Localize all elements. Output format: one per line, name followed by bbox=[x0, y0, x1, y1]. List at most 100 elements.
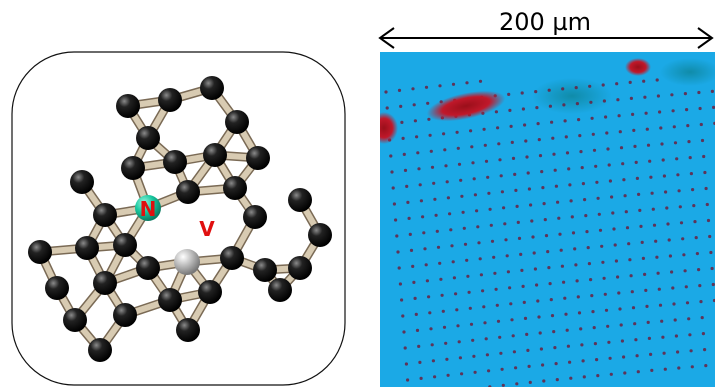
dot bbox=[692, 204, 695, 207]
dot bbox=[525, 333, 528, 336]
carbon-atom bbox=[136, 126, 160, 150]
dot bbox=[665, 206, 668, 209]
dot bbox=[590, 294, 593, 297]
dot bbox=[435, 214, 438, 217]
dot bbox=[489, 208, 492, 211]
dot bbox=[523, 301, 526, 304]
dot bbox=[587, 246, 590, 249]
dot bbox=[594, 165, 597, 168]
dot bbox=[616, 98, 619, 101]
dot bbox=[460, 372, 463, 375]
dot bbox=[426, 279, 429, 282]
dot bbox=[537, 122, 540, 125]
dot bbox=[502, 206, 505, 209]
dot bbox=[415, 135, 418, 138]
dot bbox=[456, 324, 459, 327]
dot bbox=[457, 147, 460, 150]
dot bbox=[459, 356, 462, 359]
dot bbox=[462, 211, 465, 214]
dot bbox=[582, 182, 585, 185]
dot bbox=[597, 197, 600, 200]
dot bbox=[552, 330, 555, 333]
dot bbox=[409, 233, 412, 236]
dot bbox=[603, 99, 606, 102]
dot bbox=[416, 151, 419, 154]
dot bbox=[554, 169, 557, 172]
figure: N V 200 µm bbox=[0, 0, 722, 387]
atom-label: N bbox=[140, 197, 157, 221]
carbon-atom bbox=[288, 256, 312, 280]
dot bbox=[536, 299, 539, 302]
dot bbox=[703, 171, 706, 174]
dot bbox=[421, 215, 424, 218]
dot bbox=[608, 163, 611, 166]
dot bbox=[578, 311, 581, 314]
dot bbox=[490, 224, 493, 227]
dot bbox=[565, 135, 568, 138]
dot bbox=[713, 122, 716, 125]
dot bbox=[411, 87, 414, 90]
dot bbox=[696, 252, 699, 255]
dot bbox=[615, 259, 618, 262]
dot bbox=[526, 349, 529, 352]
dot bbox=[507, 270, 510, 273]
page: N V 200 µm (() => { const data = JSON.pa… bbox=[0, 0, 722, 387]
dot bbox=[417, 167, 420, 170]
dot bbox=[399, 105, 402, 108]
dot bbox=[672, 302, 675, 305]
dot bbox=[458, 163, 461, 166]
dot bbox=[386, 106, 389, 109]
dot bbox=[539, 154, 542, 157]
dot bbox=[648, 160, 651, 163]
dot bbox=[439, 278, 442, 281]
dot bbox=[528, 187, 531, 190]
dot bbox=[479, 257, 482, 260]
dot bbox=[660, 142, 663, 145]
dot bbox=[502, 384, 505, 387]
dot bbox=[596, 374, 599, 377]
dot bbox=[572, 231, 575, 234]
dot bbox=[414, 297, 417, 300]
dot bbox=[611, 211, 614, 214]
dot bbox=[637, 193, 640, 196]
dot bbox=[394, 218, 397, 221]
carbon-atom bbox=[28, 240, 52, 264]
dot bbox=[534, 90, 537, 93]
dot bbox=[687, 317, 690, 320]
red-spot bbox=[370, 112, 398, 144]
dot bbox=[540, 170, 543, 173]
dot bbox=[496, 304, 499, 307]
dot bbox=[555, 362, 558, 365]
dot bbox=[575, 86, 578, 89]
dot bbox=[547, 266, 550, 269]
dot bbox=[442, 310, 445, 313]
dot bbox=[704, 364, 707, 367]
dot bbox=[671, 286, 674, 289]
dot bbox=[628, 258, 631, 261]
dot bbox=[472, 355, 475, 358]
dot bbox=[621, 162, 624, 165]
dot bbox=[492, 256, 495, 259]
dot bbox=[630, 97, 633, 100]
dot bbox=[459, 179, 462, 182]
dot bbox=[576, 102, 579, 105]
dot bbox=[423, 247, 426, 250]
carbon-atom bbox=[225, 110, 249, 134]
dot bbox=[527, 171, 530, 174]
dot bbox=[632, 129, 635, 132]
dot bbox=[610, 195, 613, 198]
dot bbox=[414, 119, 417, 122]
dot bbox=[411, 265, 414, 268]
dot bbox=[706, 203, 709, 206]
dot bbox=[593, 326, 596, 329]
dot bbox=[650, 369, 653, 372]
dot bbox=[511, 141, 514, 144]
dot bbox=[415, 313, 418, 316]
dot bbox=[463, 227, 466, 230]
dot bbox=[685, 285, 688, 288]
dot bbox=[404, 169, 407, 172]
dot bbox=[543, 202, 546, 205]
scale-bar: 200 µm bbox=[380, 8, 712, 48]
dot bbox=[689, 156, 692, 159]
carbon-atom bbox=[113, 303, 137, 327]
